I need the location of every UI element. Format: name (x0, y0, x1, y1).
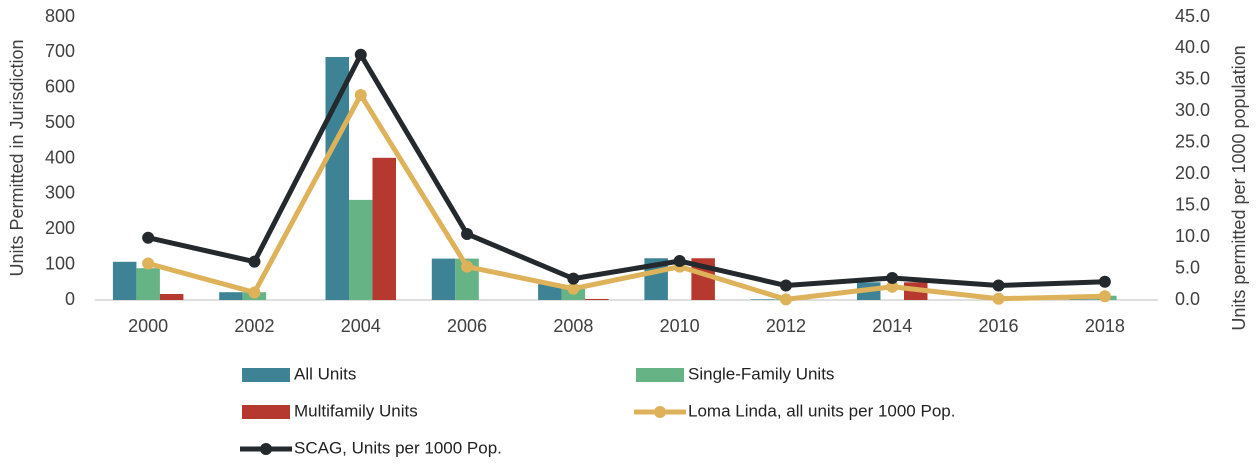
y2-tick-label: 15.0 (1175, 194, 1210, 214)
line-point (992, 279, 1005, 292)
y2-tick-label: 25.0 (1175, 132, 1210, 152)
y2-axis-label: Units permitted per 1000 population (1229, 45, 1249, 330)
legend-label: Multifamily Units (294, 401, 418, 420)
bar (750, 299, 775, 300)
line-point (779, 279, 792, 292)
line-point (248, 286, 261, 299)
line-point (886, 271, 899, 284)
y2-tick-label: 30.0 (1175, 100, 1210, 120)
y2-tick-label: 40.0 (1175, 37, 1210, 57)
bar (1069, 299, 1094, 300)
y2-tick-label: 35.0 (1175, 69, 1210, 89)
legend-label: All Units (294, 364, 356, 383)
y-tick-label: 800 (45, 6, 75, 26)
legend-label: Single-Family Units (688, 364, 834, 383)
line-point (1098, 275, 1111, 288)
x-tick-label: 2006 (447, 316, 487, 336)
y-axis-label: Units Permitted in Jurisdiction (7, 39, 27, 276)
y2-tick-label: 0.0 (1175, 289, 1200, 309)
bar (112, 261, 137, 300)
bar (372, 157, 396, 300)
legend-marker (260, 443, 272, 455)
x-tick-label: 2010 (660, 316, 700, 336)
y-tick-label: 700 (45, 41, 75, 61)
bar (585, 298, 609, 300)
legend-swatch (242, 405, 290, 419)
x-tick-label: 2014 (872, 316, 912, 336)
bar (538, 284, 562, 300)
bar (219, 292, 243, 300)
legend-marker (654, 406, 666, 418)
x-tick-label: 2018 (1085, 316, 1125, 336)
y-tick-label: 200 (45, 218, 75, 238)
legend-swatch (242, 368, 290, 382)
x-tick-label: 2008 (553, 316, 593, 336)
x-tick-label: 2000 (128, 316, 168, 336)
legend-swatch (636, 368, 684, 382)
line-point (461, 260, 474, 273)
bar (431, 258, 456, 300)
x-tick-label: 2004 (341, 316, 381, 336)
line (147, 52, 1105, 289)
bar (325, 56, 349, 300)
line-point (567, 282, 580, 295)
bar (349, 199, 373, 300)
y-tick-label: 0 (65, 289, 75, 309)
y-tick-label: 600 (45, 77, 75, 97)
x-tick-label: 2002 (234, 316, 274, 336)
x-tick-label: 2012 (766, 316, 806, 336)
y-tick-label: 500 (45, 112, 75, 132)
y-tick-label: 300 (45, 183, 75, 203)
line-point (886, 280, 899, 293)
y-tick-label: 100 (45, 253, 75, 273)
line-point (354, 88, 367, 101)
line-point (567, 272, 580, 285)
line-point (1098, 290, 1111, 303)
y2-tick-label: 45.0 (1175, 6, 1210, 26)
legend-label: SCAG, Units per 1000 Pop. (294, 438, 502, 457)
y-tick-label: 400 (45, 147, 75, 167)
line-point (354, 48, 367, 61)
line-point (992, 292, 1005, 305)
legend-label: Loma Linda, all units per 1000 Pop. (688, 401, 955, 420)
bar (159, 293, 184, 300)
line-point (673, 255, 686, 268)
y2-tick-label: 5.0 (1175, 257, 1200, 277)
line-point (248, 255, 261, 268)
line-point (142, 231, 155, 244)
line-point (779, 293, 792, 306)
bar (136, 268, 160, 300)
y2-tick-label: 20.0 (1175, 163, 1210, 183)
line-point (461, 227, 474, 240)
line (147, 92, 1105, 302)
y2-tick-label: 10.0 (1175, 226, 1210, 246)
line-point (142, 257, 155, 270)
x-tick-label: 2016 (979, 316, 1019, 336)
